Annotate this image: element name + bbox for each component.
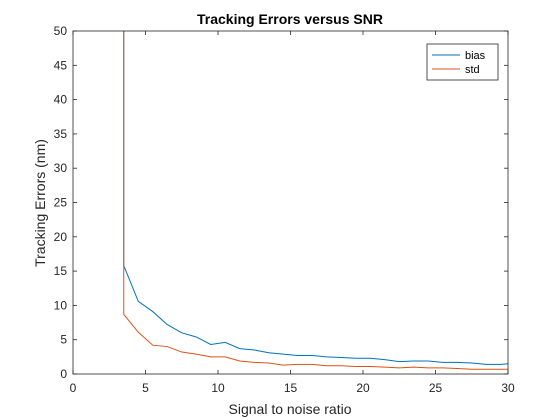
- plot-area: [73, 31, 508, 374]
- y-tick-label: 35: [54, 127, 68, 141]
- y-tick-label: 30: [54, 161, 68, 175]
- y-tick-label: 45: [54, 58, 68, 72]
- legend-label-std: std: [465, 64, 480, 76]
- series-line-bias: [123, 31, 509, 365]
- y-tick-label: 10: [54, 298, 68, 312]
- x-tick-label: 5: [142, 381, 149, 395]
- x-tick-label: 15: [284, 381, 298, 395]
- y-axis-title: Tracking Errors (nm): [32, 139, 48, 267]
- y-tick-label: 20: [54, 230, 68, 244]
- x-tick-label: 30: [501, 381, 515, 395]
- x-tick-label: 25: [429, 381, 443, 395]
- y-tick-label: 50: [54, 24, 68, 38]
- x-axis-title: Signal to noise ratio: [229, 401, 352, 417]
- x-tick-label: 10: [211, 381, 225, 395]
- x-tick-label: 0: [70, 381, 77, 395]
- y-tick-label: 5: [60, 333, 67, 347]
- y-tick-label: 40: [54, 93, 68, 107]
- y-tick-label: 15: [54, 264, 68, 278]
- legend: [426, 43, 499, 81]
- axes-box: [72, 30, 509, 375]
- series-line-std: [123, 31, 508, 370]
- y-tick-label: 0: [60, 367, 67, 381]
- chart-title: Tracking Errors versus SNR: [197, 11, 383, 27]
- y-tick-label: 25: [54, 196, 68, 210]
- legend-label-bias: bias: [465, 50, 486, 62]
- x-tick-label: 20: [356, 381, 370, 395]
